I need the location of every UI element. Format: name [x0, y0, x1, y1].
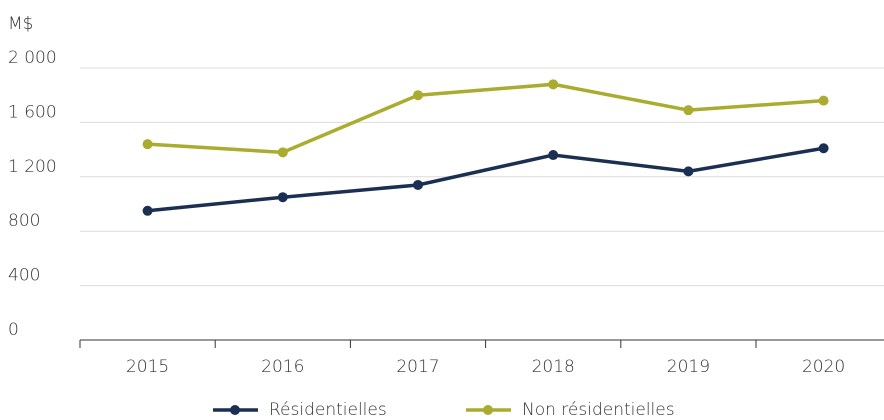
point	[277, 192, 288, 203]
y-tick-label: 800	[8, 211, 40, 231]
y-tick-label: 2 000	[8, 48, 57, 68]
point	[142, 205, 153, 216]
x-tick-label: 2018	[532, 357, 575, 377]
point	[548, 79, 559, 90]
y-tick-label: 0	[8, 320, 19, 340]
point	[277, 147, 288, 158]
y-tick-label: 1 200	[8, 157, 57, 177]
y-tick-label: 400	[8, 266, 40, 286]
point	[683, 105, 694, 116]
series-line	[147, 82, 824, 155]
x-tick-label: 2020	[802, 357, 845, 377]
point	[413, 179, 423, 190]
x-tick-label: 2017	[396, 357, 439, 377]
legend-label: Résidentielles	[269, 400, 387, 420]
x-tick-label: 2016	[261, 357, 304, 377]
point	[818, 143, 829, 154]
point	[413, 90, 423, 101]
legend-label: Non résidentielles	[522, 400, 675, 420]
legend-marker	[230, 405, 240, 415]
point	[142, 139, 153, 150]
point	[548, 150, 559, 161]
y-tick-label: 1 600	[8, 102, 57, 122]
series-line	[147, 146, 824, 213]
legend-marker	[483, 405, 493, 415]
point	[683, 166, 694, 177]
x-tick-label: 2019	[667, 357, 710, 377]
x-tick-label: 2015	[126, 357, 169, 377]
point	[818, 95, 829, 106]
y-axis-label: M$	[8, 14, 33, 34]
